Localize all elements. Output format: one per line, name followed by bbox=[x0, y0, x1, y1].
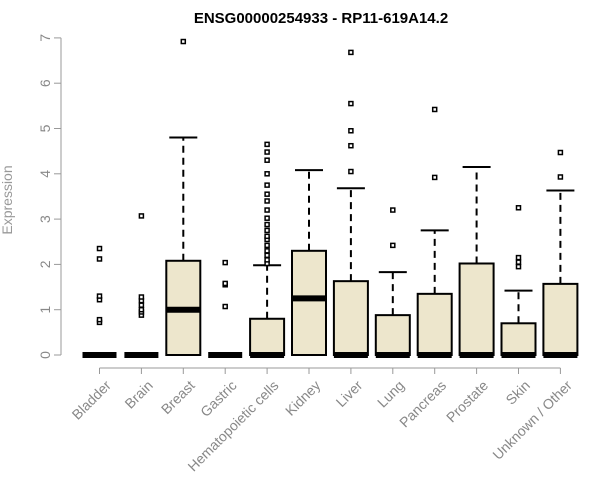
outlier-point bbox=[138, 213, 145, 219]
outlier-point bbox=[138, 294, 145, 300]
y-tick-label: 1 bbox=[37, 306, 53, 314]
outlier-point bbox=[264, 191, 270, 197]
outlier-point bbox=[348, 100, 354, 107]
box-body bbox=[374, 314, 411, 356]
outlier-point bbox=[557, 149, 564, 156]
outlier-point bbox=[96, 245, 103, 252]
outlier-point bbox=[515, 263, 522, 270]
box-body bbox=[542, 282, 579, 356]
outlier-point bbox=[431, 174, 438, 181]
outlier-point bbox=[348, 168, 354, 175]
box-liver bbox=[332, 49, 369, 358]
y-tick-label: 4 bbox=[37, 170, 53, 178]
outlier-point bbox=[264, 248, 270, 254]
chart-title: ENSG00000254933 - RP11-619A14.2 bbox=[194, 10, 448, 27]
outlier-point bbox=[222, 280, 228, 287]
plot-area bbox=[82, 38, 579, 358]
y-axis-label: Expression bbox=[0, 165, 15, 234]
box-body bbox=[458, 262, 495, 356]
outlier-point bbox=[264, 149, 270, 155]
x-tick-label: Pancreas bbox=[396, 377, 449, 430]
box-body bbox=[500, 322, 537, 357]
outlier-point bbox=[264, 171, 270, 177]
box-kidney bbox=[291, 169, 327, 356]
box-skin bbox=[500, 205, 537, 358]
box-lung bbox=[374, 207, 411, 358]
x-tick-label: Liver bbox=[333, 377, 366, 410]
x-tick-label: Lung bbox=[374, 377, 407, 410]
outlier-point bbox=[390, 242, 396, 249]
outlier-point bbox=[348, 142, 354, 149]
box-body bbox=[332, 280, 369, 357]
box-brain bbox=[124, 213, 159, 358]
outlier-point bbox=[180, 38, 187, 45]
outlier-point bbox=[264, 221, 270, 228]
x-tick-label: Skin bbox=[502, 377, 533, 408]
x-tick-label: Kidney bbox=[282, 377, 324, 419]
outlier-point bbox=[222, 259, 228, 266]
outlier-point bbox=[515, 259, 522, 265]
box-unknown-other bbox=[542, 149, 579, 358]
outlier-point bbox=[264, 157, 270, 163]
box-prostate bbox=[458, 166, 495, 358]
x-tick-label: Prostate bbox=[443, 377, 491, 425]
outlier-point bbox=[264, 198, 270, 204]
box-gastric bbox=[208, 259, 243, 358]
y-tick-label: 5 bbox=[37, 124, 53, 132]
outlier-point bbox=[264, 182, 270, 188]
outlier-point bbox=[515, 205, 522, 211]
outlier-point bbox=[515, 254, 522, 261]
outlier-point bbox=[264, 242, 270, 249]
outlier-point bbox=[96, 256, 103, 262]
box-body bbox=[249, 317, 286, 357]
outlier-point bbox=[264, 257, 270, 263]
outlier-point bbox=[264, 215, 270, 221]
box-hematopoietic-cells bbox=[249, 141, 286, 358]
outlier-point bbox=[348, 49, 354, 56]
outlier-point bbox=[264, 252, 270, 259]
outlier-point bbox=[96, 293, 103, 299]
x-tick-label: Brain bbox=[121, 377, 155, 411]
box-pancreas bbox=[416, 106, 453, 358]
outlier-point bbox=[264, 233, 270, 240]
y-tick-label: 3 bbox=[37, 215, 53, 223]
outlier-point bbox=[264, 207, 270, 213]
outlier-point bbox=[96, 316, 103, 323]
outlier-point bbox=[138, 306, 145, 313]
outlier-point bbox=[264, 227, 270, 234]
outlier-point bbox=[390, 207, 396, 213]
outlier-point bbox=[264, 141, 270, 148]
x-tick-label: Unknown / Other bbox=[489, 377, 575, 463]
outlier-point bbox=[348, 128, 354, 134]
y-tick-label: 7 bbox=[37, 34, 53, 42]
outlier-point bbox=[557, 174, 564, 180]
y-axis: 0 1 2 3 4 5 6 7 bbox=[37, 34, 62, 359]
box-body bbox=[291, 249, 327, 356]
box-bladder bbox=[82, 245, 117, 358]
y-tick-label: 0 bbox=[37, 351, 53, 359]
box-body bbox=[416, 292, 453, 356]
x-tick-label: Bladder bbox=[69, 377, 115, 423]
outlier-point bbox=[431, 106, 438, 113]
box-breast bbox=[165, 38, 202, 356]
y-tick-label: 6 bbox=[37, 79, 53, 87]
outlier-point bbox=[138, 302, 145, 308]
outlier-point bbox=[222, 303, 228, 310]
y-tick-label: 2 bbox=[37, 260, 53, 268]
x-tick-label: Breast bbox=[158, 377, 198, 417]
